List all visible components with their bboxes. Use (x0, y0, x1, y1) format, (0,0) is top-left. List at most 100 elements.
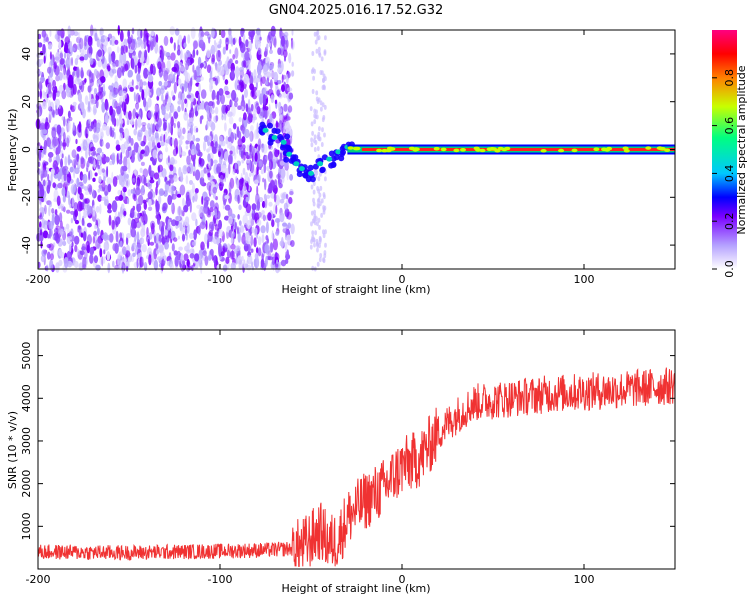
spectrogram-cell (115, 216, 121, 225)
spectrogram-cell (248, 172, 252, 177)
spectrogram-cell (127, 197, 130, 205)
spectrogram-cell (63, 131, 66, 142)
spectrogram-cell (161, 51, 164, 62)
spectrogram-cell (281, 74, 284, 83)
spectrogram-cell (46, 251, 51, 260)
spectrogram-cell (219, 174, 224, 185)
spectrogram-cell (215, 196, 218, 201)
spectrogram-cell (56, 51, 60, 57)
spectrogram-cell (188, 232, 194, 239)
spectrogram-cell (44, 204, 47, 215)
spectrogram-cell (69, 166, 74, 173)
spectrogram-cell (246, 219, 252, 230)
spectrogram-cell (234, 162, 237, 170)
spectrogram-cell (244, 128, 250, 139)
spectrogram-cell (238, 117, 242, 123)
spectrogram-cell (109, 125, 113, 137)
spectrogram-cell (79, 193, 84, 200)
spectrogram-cell (224, 204, 231, 211)
spectrogram-cell (97, 91, 103, 100)
spectrogram-cell (172, 73, 176, 83)
spectrogram-cell (213, 39, 217, 47)
spectrogram-cell (263, 193, 267, 200)
spectrogram-cell (220, 29, 226, 39)
spectrogram-cell (169, 157, 175, 166)
spectrogram-cell (250, 248, 254, 253)
spectrogram-cell (192, 134, 196, 142)
spectrogram-cell (291, 70, 295, 77)
spectrogram-cell (88, 53, 92, 59)
spectrogram-cell (112, 176, 118, 187)
spectrogram-cell (267, 151, 273, 162)
carrier-blob (440, 147, 447, 152)
spectrogram-cell (192, 39, 199, 49)
spectrogram-cell (187, 223, 190, 234)
spectrogram-cell (315, 90, 319, 96)
spectrogram-cell (115, 230, 119, 243)
spectrogram-cell (262, 214, 266, 222)
spectrogram-cell (167, 194, 173, 206)
spectrogram-cell (158, 220, 165, 232)
spectrogram-cell (270, 94, 275, 104)
spectrogram-cell (36, 52, 41, 59)
spectrogram-cell (44, 196, 47, 203)
spectrogram-cell (286, 87, 293, 92)
spectrogram-cell (167, 218, 171, 231)
spectrogram-cell (110, 114, 116, 123)
spectrogram-cell (324, 229, 327, 235)
spectrogram-cell (101, 57, 107, 69)
spectrogram-cell (92, 235, 96, 244)
spectrogram-cell (70, 104, 73, 111)
spectrogram-cell (160, 133, 164, 144)
spectrogram-cell (245, 234, 251, 245)
spectrogram-cell (204, 233, 208, 245)
spectrogram-cell (149, 241, 155, 246)
spectrogram-cell (204, 31, 210, 36)
spectrogram-cell (111, 82, 115, 93)
spectrogram-cell (120, 165, 125, 176)
spectrogram-cell (225, 256, 230, 264)
spectrogram-cell (318, 192, 322, 198)
spectrogram-cell (198, 156, 202, 165)
spectrogram-cell (207, 153, 211, 163)
spectrogram-cell (136, 231, 140, 243)
y-tick-label: -20 (20, 188, 33, 206)
spectrogram-cell (237, 138, 243, 148)
spectrogram-cell (257, 47, 261, 56)
spectrogram-cell (322, 77, 325, 83)
snr-frame (37, 329, 676, 570)
spectrogram-cell (127, 110, 132, 121)
spectrogram-cell (209, 248, 214, 256)
spectrogram-cell (317, 203, 321, 209)
spectrogram-cell (186, 259, 190, 268)
spectrogram-cell (205, 220, 208, 230)
spectrogram-cell (109, 39, 112, 45)
spectrogram-cell (171, 219, 177, 227)
spectrogram-cell (121, 90, 128, 100)
spectrogram-cell (252, 30, 256, 36)
spectrogram-cell (278, 101, 282, 112)
spectrogram-cell (119, 240, 123, 248)
spectrogram-cell (201, 195, 204, 205)
spectrogram-cell (177, 235, 180, 240)
spectrogram-cell (93, 108, 98, 114)
spectrogram-cell (183, 205, 189, 213)
spectrogram-cell (195, 169, 201, 181)
spectrogram-cell (222, 264, 228, 272)
spectrogram-cell (62, 195, 66, 203)
spectrogram-cell (103, 240, 110, 252)
spectrogram-cell (210, 121, 216, 131)
spectrogram-cell (89, 70, 92, 78)
colorbar-tick-label: 0.8 (723, 69, 736, 87)
spectrogram-cell (74, 244, 78, 253)
spectrogram-cell (274, 252, 280, 262)
spectrogram-cell (293, 161, 300, 167)
spectrogram-cell (82, 173, 88, 184)
spectrogram-cell (253, 179, 259, 185)
spectrogram-cell (87, 35, 93, 47)
spectrogram-cell (313, 242, 316, 248)
spectrogram-cell (83, 158, 86, 164)
spectrogram-cell (178, 34, 183, 43)
spectrogram-cell (71, 149, 77, 159)
spectrogram-cell (150, 63, 154, 74)
